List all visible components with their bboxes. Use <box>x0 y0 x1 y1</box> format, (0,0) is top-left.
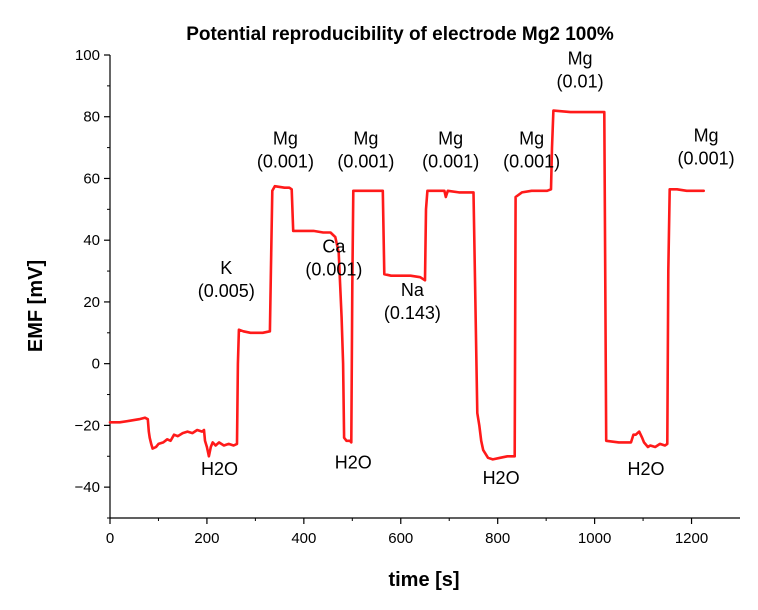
y-tick-label: −40 <box>75 479 100 496</box>
y-tick-label: 0 <box>92 356 100 373</box>
annotation-text: (0.001) <box>503 152 560 172</box>
annotation: Mg (0.01) <box>557 48 604 91</box>
annotation-text: Mg <box>519 129 544 149</box>
y-tick-label: 20 <box>83 294 100 311</box>
annotation-text: (0.143) <box>384 303 441 323</box>
annotation: Mg (0.001) <box>678 125 735 168</box>
x-tick-label: 0 <box>106 530 114 547</box>
annotation-text: Mg <box>438 129 463 149</box>
annotation-text: Na <box>401 280 425 300</box>
annotation: H2O <box>335 453 372 473</box>
annotation: H2O <box>483 468 520 488</box>
y-tick-label: −20 <box>75 417 100 434</box>
annotation-text: H2O <box>483 468 520 488</box>
y-axis-label: EMF [mV] <box>25 260 47 352</box>
x-tick-label: 400 <box>291 530 316 547</box>
series-group <box>108 109 705 461</box>
x-tick-label: 800 <box>485 530 510 547</box>
annotation-text: H2O <box>627 459 664 479</box>
annotation-text: (0.005) <box>198 281 255 301</box>
x-tick-label: 200 <box>194 530 219 547</box>
x-tick-label: 600 <box>388 530 413 547</box>
annotation-text: Ca <box>322 237 346 257</box>
annotation-text: (0.001) <box>337 152 394 172</box>
annotation-text: H2O <box>201 459 238 479</box>
annotation: Mg (0.001) <box>337 129 394 172</box>
annotation-text: (0.001) <box>257 152 314 172</box>
x-tick-label: 1200 <box>675 530 708 547</box>
annotation-text: H2O <box>335 453 372 473</box>
annotation: Ca (0.001) <box>305 237 362 280</box>
y-tick-label: 60 <box>83 170 100 187</box>
annotation-text: Mg <box>273 129 298 149</box>
annotation-text: K <box>220 258 232 278</box>
annotation-text: (0.001) <box>422 152 479 172</box>
annotation: H2O <box>201 459 238 479</box>
annotation-text: Mg <box>353 129 378 149</box>
annotation-text: (0.01) <box>557 71 604 91</box>
x-tick-label: 1000 <box>578 530 611 547</box>
annotation: K (0.005) <box>198 258 255 301</box>
x-axis-label: time [s] <box>388 569 459 591</box>
chart-title: Potential reproducibility of electrode M… <box>186 24 614 45</box>
annotation-text: Mg <box>568 48 593 68</box>
emf-series-line <box>108 109 705 461</box>
annotation-text: (0.001) <box>678 148 735 168</box>
annotation-text: (0.001) <box>305 260 362 280</box>
ticks: 0 200 400 600 800 1000 1200 −40 −20 0 20 40 60 80 100 <box>75 47 709 547</box>
y-tick-label: 80 <box>83 109 100 126</box>
axes <box>109 55 740 519</box>
annotation: H2O <box>627 459 664 479</box>
annotation: Mg (0.001) <box>422 129 479 172</box>
annotation-text: Mg <box>694 125 719 145</box>
annotation: Mg (0.001) <box>257 129 314 172</box>
annotation: Mg (0.001) <box>503 129 560 172</box>
y-tick-label: 100 <box>75 47 100 64</box>
annotation: Na (0.143) <box>384 280 441 323</box>
y-tick-label: 40 <box>83 232 100 249</box>
annotations: K (0.005) Mg (0.001) Ca (0.001) Mg (0.001) Na (0.… <box>198 48 735 488</box>
